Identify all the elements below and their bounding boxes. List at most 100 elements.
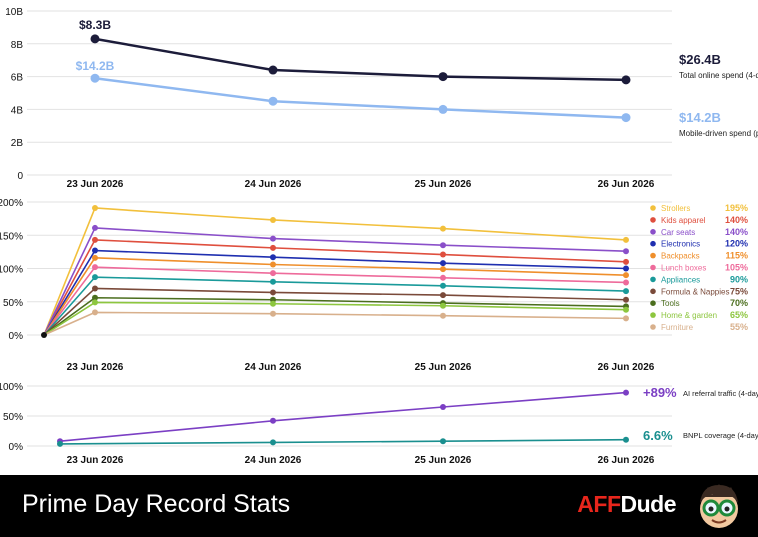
y-tick-label-p1-0: 0% [9, 331, 24, 342]
total-spend-total: $26.4B [679, 52, 721, 67]
category-point-10-3 [623, 315, 629, 322]
mobile-spend-point-2 [438, 104, 448, 114]
legend-dot-9 [650, 312, 656, 318]
category-point-10-2 [440, 312, 446, 319]
category-point-5-1 [270, 270, 276, 277]
logo-dude-text: Dude [620, 491, 677, 517]
category-point-9-2 [440, 302, 446, 309]
total-spend-point-2 [438, 72, 448, 82]
total-spend-line [94, 37, 627, 82]
legend-name-4: Backpacks [661, 252, 700, 261]
category-point-0-2 [440, 225, 446, 232]
category-point-6-0 [92, 274, 98, 281]
category-point-2-3 [623, 248, 629, 255]
y-tick-label-p0-0: 0 [17, 171, 23, 182]
y-tick-label-p1-2: 100% [0, 265, 23, 276]
y-tick-label-p1-1: 50% [3, 298, 23, 309]
y-tick-label-p2-0: 0% [9, 442, 24, 453]
category-point-7-0 [92, 285, 98, 292]
legend-name-0: Strollers [661, 204, 690, 213]
category-line-4 [43, 257, 627, 336]
x-tick-label-p1-1: 24 Jun 2026 [245, 362, 302, 373]
category-point-4-3 [623, 272, 629, 279]
x-tick-label-p0-0: 23 Jun 2026 [67, 179, 124, 190]
category-line-10 [43, 311, 627, 336]
aff-dude-logo: AFFDude [577, 491, 676, 518]
legend-dot-8 [650, 300, 656, 307]
legend-value-10: 55% [730, 322, 748, 332]
mobile-spend-total: $14.2B [679, 110, 721, 125]
chart-area: 0 2B 4B 6B 8B 10B 23 Jun 2026 24 Jun 2026 25 Jun… [0, 7, 758, 466]
legend-dot-0 [650, 205, 656, 211]
bnpl-name: BNPL coverage (4-day average) [683, 431, 758, 440]
y-tick-label-p0-4: 8B [11, 40, 24, 51]
x-tick-label-p0-1: 24 Jun 2026 [245, 179, 302, 190]
category-point-8-0 [92, 294, 98, 301]
total-spend-name: Total online spend (4-day total) [679, 71, 758, 80]
category-point-1-1 [270, 244, 276, 251]
category-line-0 [43, 207, 627, 336]
bnpl-total: 6.6% [643, 428, 673, 443]
category-line-1 [43, 239, 627, 336]
total-spend-point-1 [268, 65, 278, 75]
x-tick-label-p1-0: 23 Jun 2026 [67, 362, 124, 373]
category-point-10-0 [92, 309, 98, 316]
total-spend-first-label: $8.3B [79, 18, 111, 32]
mobile-spend-first-label: $14.2B [76, 59, 115, 73]
legend-name-1: Kids apparel [661, 216, 706, 225]
legend-value-4: 115% [725, 251, 748, 261]
category-point-0-1 [270, 216, 276, 223]
category-point-0-3 [623, 236, 629, 243]
legend-name-2: Car seats [661, 228, 695, 237]
legend-value-8: 70% [730, 298, 748, 308]
ai-referral-line [59, 391, 627, 442]
category-start-point [41, 332, 47, 338]
category-point-7-1 [270, 289, 276, 296]
x-tick-label-p1-2: 25 Jun 2026 [415, 362, 472, 373]
legend-name-6: Appliances [661, 275, 700, 284]
ai-referral-total: +89% [643, 385, 677, 400]
mobile-spend-line [94, 77, 627, 119]
legend-value-5: 105% [725, 263, 748, 273]
category-point-1-0 [92, 236, 98, 243]
legend-value-7: 75% [730, 286, 748, 296]
legend-name-10: Furniture [661, 323, 694, 332]
footer-title: Prime Day Record Stats [22, 490, 291, 518]
bnpl-line [59, 438, 627, 445]
footer-bar: Prime Day Record Stats AFFDude [0, 475, 758, 537]
total-spend-point-3 [621, 75, 631, 85]
y-tick-label-p2-1: 50% [3, 412, 23, 423]
legend-value-0: 195% [725, 203, 748, 213]
category-point-10-1 [270, 310, 276, 317]
category-point-6-1 [270, 278, 276, 285]
legend-name-3: Electronics [661, 240, 700, 249]
mobile-spend-point-3 [621, 113, 631, 123]
legend-dot-4 [650, 252, 656, 259]
mascot-icon [700, 484, 738, 528]
y-tick-label-p1-4: 200% [0, 198, 23, 209]
x-tick-label-p2-2: 25 Jun 2026 [415, 455, 472, 466]
legend-dot-3 [650, 240, 656, 247]
logo-aff-text: AFF [577, 491, 621, 517]
category-point-2-1 [270, 235, 276, 242]
category-point-0-0 [92, 204, 98, 211]
legend-name-8: Tools [661, 299, 680, 308]
y-tick-label-p0-1: 2B [11, 138, 24, 149]
legend-dot-2 [650, 229, 656, 235]
y-tick-label-p0-2: 4B [11, 105, 24, 116]
legend-dot-1 [650, 217, 656, 223]
x-tick-label-p2-1: 24 Jun 2026 [245, 455, 302, 466]
bnpl-point-0 [57, 440, 63, 447]
legend-value-9: 65% [730, 310, 748, 320]
ai-referral-point-1 [270, 417, 276, 424]
y-tick-label-p2-2: 100% [0, 382, 23, 393]
category-point-3-0 [92, 247, 98, 254]
x-tick-label-p1-3: 26 Jun 2026 [598, 362, 655, 373]
bnpl-point-1 [270, 439, 276, 446]
y-tick-label-p1-3: 150% [0, 231, 23, 242]
bnpl-point-2 [440, 438, 446, 445]
category-point-3-2 [440, 260, 446, 267]
category-line-2 [43, 227, 627, 336]
legend-dot-10 [650, 324, 656, 330]
category-line-7 [43, 287, 627, 336]
